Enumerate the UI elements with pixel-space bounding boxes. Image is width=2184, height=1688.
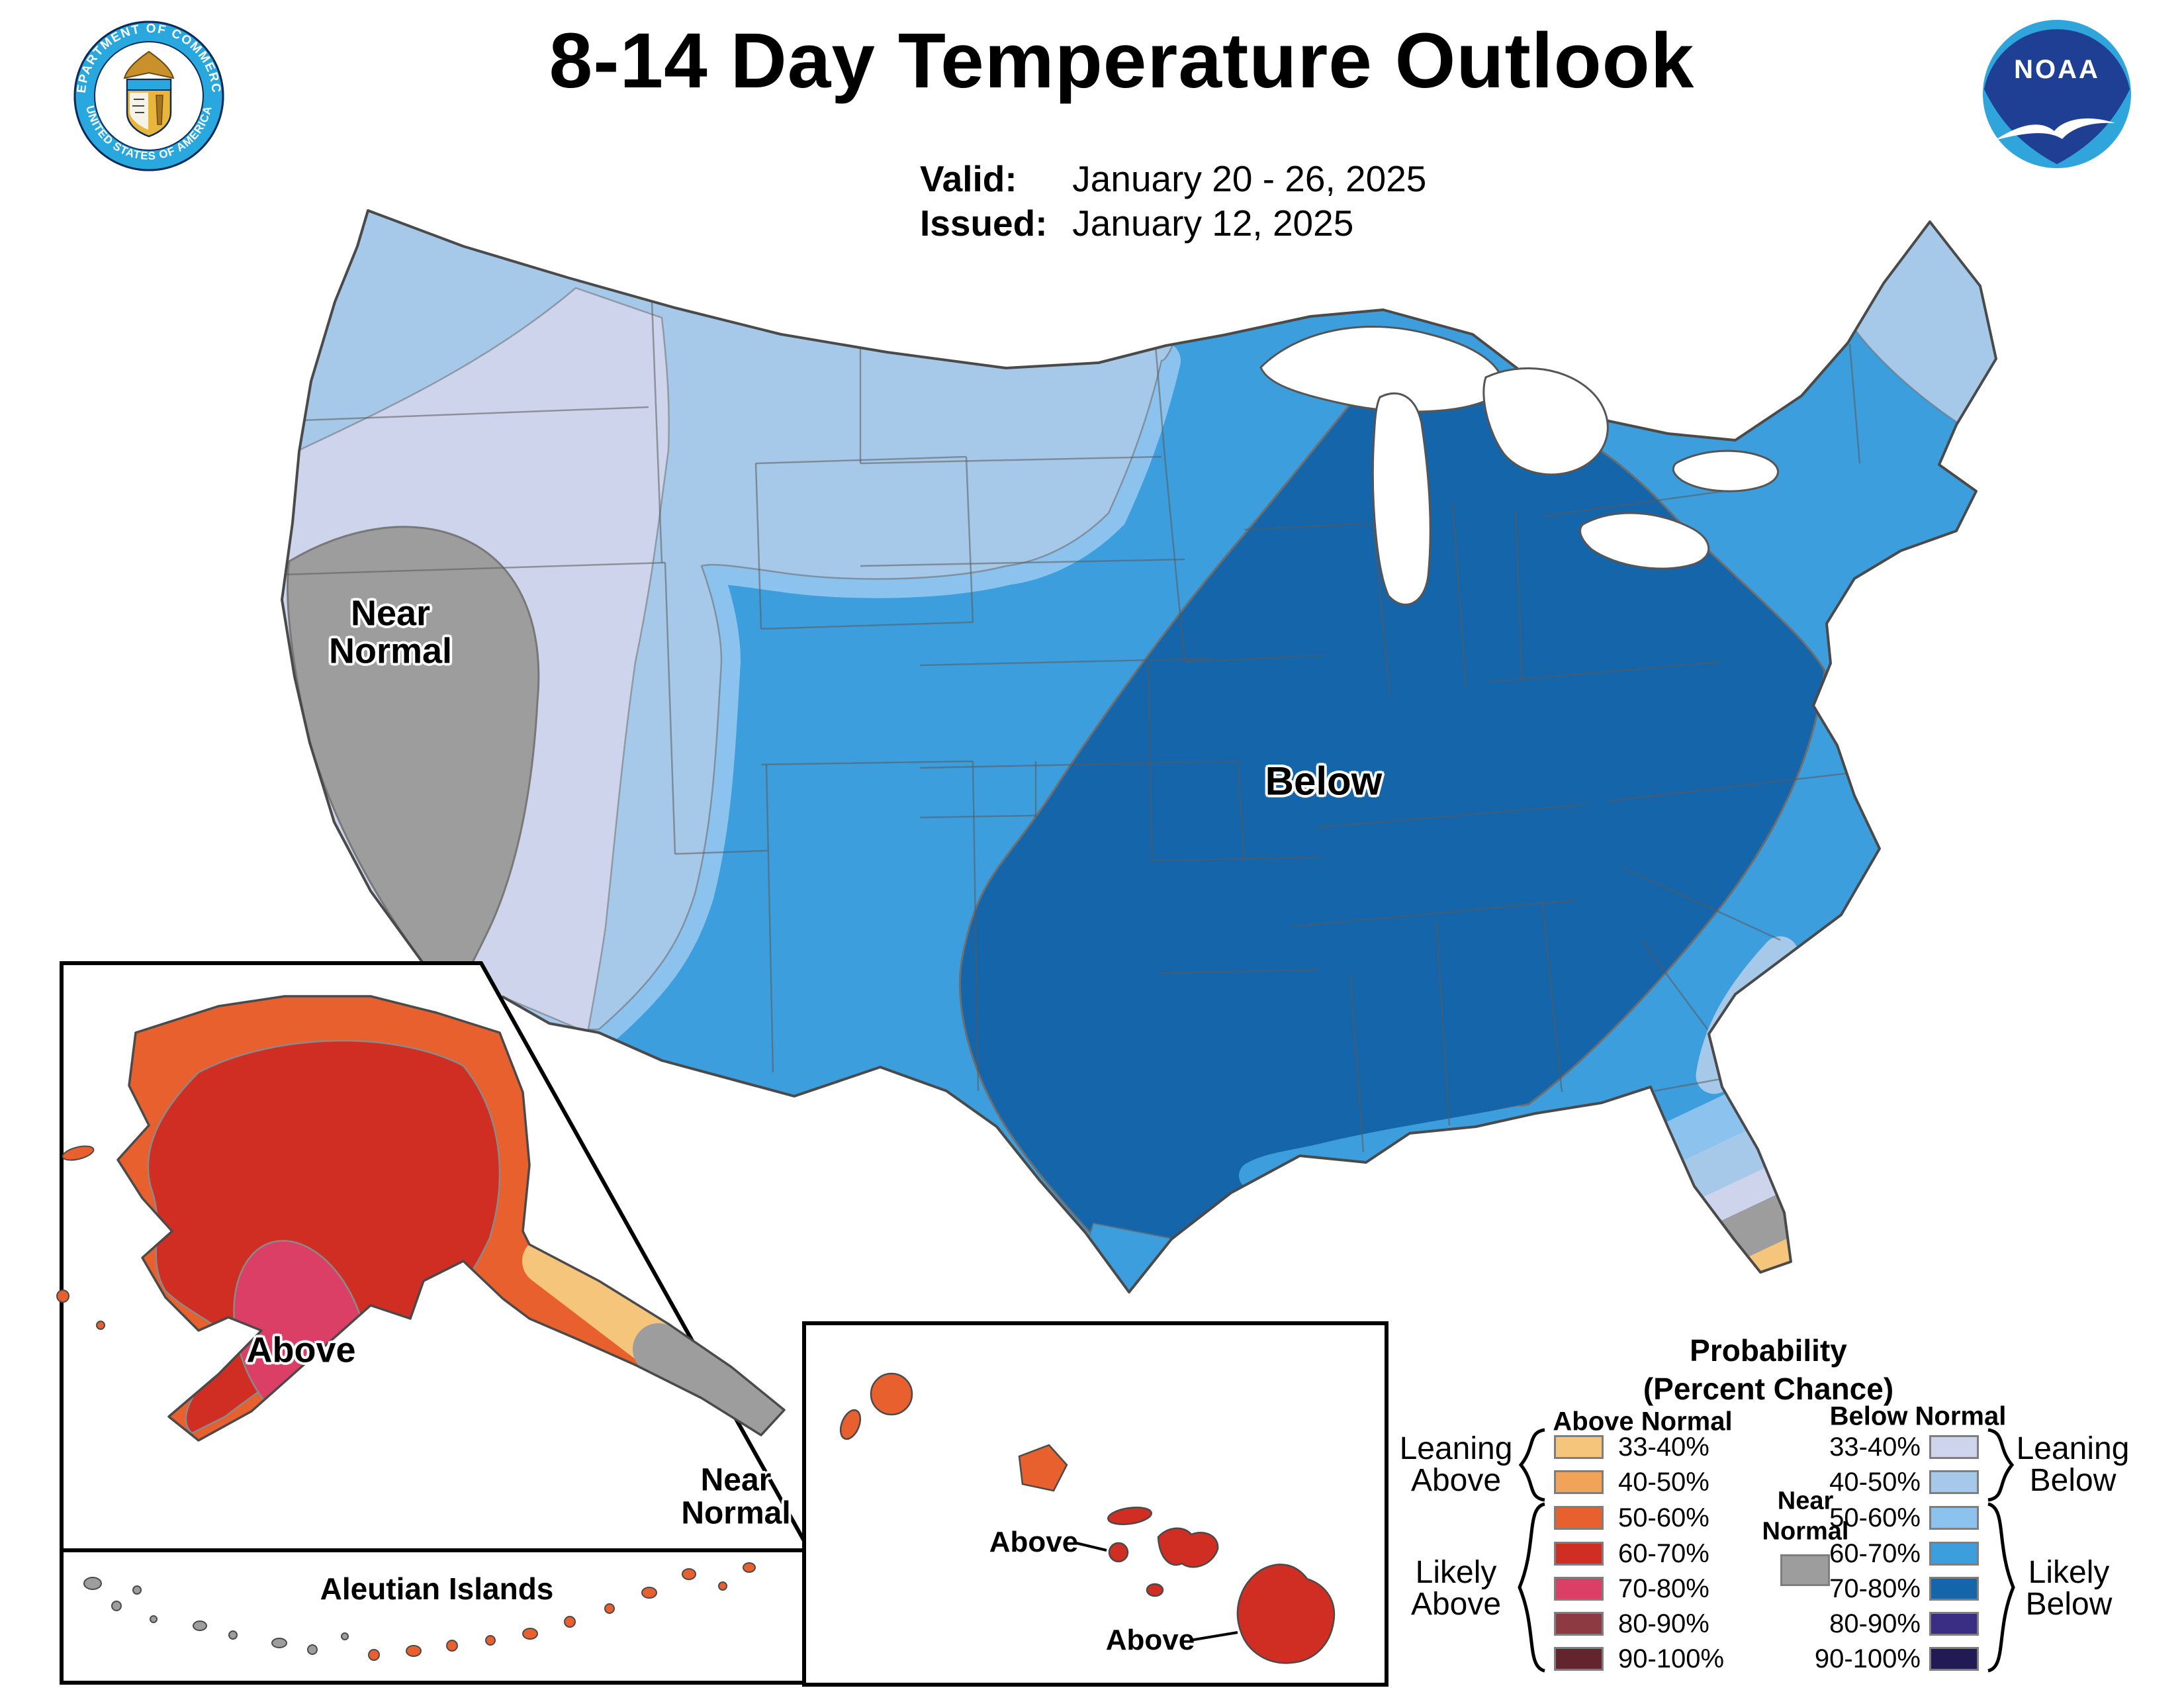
legend-near-line2: Normal [1762, 1517, 1849, 1546]
great-lakes [1259, 325, 1779, 606]
hi-niihau [839, 1409, 862, 1440]
legend-swatch-below-40-50 [1929, 1470, 1979, 1494]
legend-swatch-above-90-100 [1554, 1647, 1604, 1671]
legend-near-line1: Near [1777, 1487, 1834, 1515]
legend-range-above-6: 90-100% [1618, 1644, 1725, 1673]
legend-range-above-4: 70-80% [1618, 1574, 1709, 1603]
legend-range-above-5: 80-90% [1618, 1609, 1709, 1638]
hawaii-above-label-2: Above [1105, 1624, 1195, 1656]
brace-leaning-below [1987, 1428, 2015, 1502]
legend-range-below-4: 70-80% [1829, 1574, 1921, 1603]
alaska-outline [116, 995, 786, 1442]
alaska-above-label: Above [246, 1330, 356, 1370]
valid-label: Valid: [920, 158, 1017, 199]
aleutian-inset-box [60, 1548, 811, 1685]
ak-island-1 [56, 1289, 69, 1303]
hi-kahoolawe [1146, 1583, 1164, 1597]
legend-swatch-above-50-60 [1554, 1506, 1604, 1530]
legend-swatch-near-normal [1780, 1554, 1830, 1586]
legend-braces [1518, 1428, 2015, 1673]
legend-subtitle: (Percent Chance) [1643, 1372, 1894, 1406]
legend-range-below-6: 90-100% [1814, 1644, 1921, 1673]
hi-molokai [1107, 1507, 1152, 1525]
noaa-seagull-icon [1995, 118, 2115, 140]
legend-swatch-below-70-80 [1929, 1577, 1979, 1601]
alaska-near-normal-label: Near Normal [681, 1462, 791, 1531]
brace-leaning-above [1518, 1428, 1545, 1502]
brace-likely-above [1518, 1502, 1545, 1673]
aleutian-orange-2 [406, 1645, 422, 1657]
brace-likely-below [1987, 1502, 2015, 1673]
legend-range-above-1: 40-50% [1618, 1468, 1709, 1497]
page-title: 8-14 Day Temperature Outlook [549, 17, 1695, 105]
hi-maui [1157, 1527, 1219, 1568]
doc-eagle-icon [123, 50, 175, 79]
legend-swatch-below-90-100 [1929, 1647, 1979, 1671]
legend-range-above-2: 50-60% [1618, 1503, 1709, 1532]
hawaii-above-label-1: Above [989, 1526, 1079, 1558]
lake-huron [1482, 367, 1609, 476]
lake-erie [1579, 512, 1710, 570]
legend-range-below-3: 60-70% [1829, 1539, 1921, 1568]
ak-near-normal-region [633, 1323, 784, 1440]
aleutian-orange-1 [368, 1649, 380, 1661]
legend-group-likely-above: Likely Above [1410, 1555, 1502, 1622]
legend-swatch-above-40-50 [1554, 1470, 1604, 1494]
legend-swatch-above-70-80 [1554, 1577, 1604, 1601]
hi-leader-1 [1073, 1541, 1107, 1552]
legend-above-header: Above Normal [1553, 1407, 1733, 1436]
hi-kauai [870, 1372, 913, 1416]
hi-leader-2 [1189, 1631, 1238, 1642]
noaa-logo: NOAA [1983, 20, 2131, 168]
legend-range-below-1: 40-50% [1829, 1468, 1921, 1497]
legend-range-below-0: 33-40% [1829, 1432, 1921, 1462]
legend-title: Probability [1690, 1333, 1847, 1368]
lake-michigan [1371, 392, 1432, 606]
issued-label: Issued: [920, 203, 1048, 244]
hi-lanai [1108, 1542, 1129, 1563]
legend-swatch-above-60-70 [1554, 1542, 1604, 1566]
aleutian-islands [83, 1562, 756, 1661]
legend-range-above-3: 60-70% [1618, 1539, 1709, 1568]
legend-swatch-below-50-60 [1929, 1506, 1979, 1530]
doc-seal: DEPARTMENT OF COMMERCE UNITED STATES OF … [0, 0, 224, 171]
issued-line: Issued: January 12, 2025 [920, 202, 1353, 244]
legend-swatch-below-33-40 [1929, 1435, 1979, 1459]
legend-swatch-above-33-40 [1554, 1435, 1604, 1459]
legend-below-header: Below Normal [1829, 1401, 2007, 1431]
legend-swatch-above-80-90 [1554, 1612, 1604, 1636]
valid-value: January 20 - 26, 2025 [1072, 158, 1427, 199]
hi-oahu [1018, 1444, 1068, 1492]
state-borders [284, 301, 1867, 1152]
noaa-logo-text: NOAA [2014, 55, 2100, 84]
legend-swatch-below-80-90 [1929, 1612, 1979, 1636]
conus-below-label: Below [1265, 759, 1383, 804]
valid-line: Valid: January 20 - 26, 2025 [920, 158, 1426, 200]
legend-range-below-2: 50-60% [1829, 1503, 1921, 1532]
hi-big-island [1236, 1564, 1336, 1664]
hawaii-islands [839, 1372, 1336, 1664]
ak-island-st-lawrence [62, 1145, 95, 1161]
legend-group-likely-below: Likely Below [2025, 1555, 2113, 1622]
legend-group-leaning-above: Leaning Above [1399, 1431, 1513, 1498]
legend-group-leaning-below: Leaning Below [2016, 1431, 2130, 1498]
legend-swatch-below-60-70 [1929, 1542, 1979, 1566]
lake-ontario [1672, 449, 1779, 492]
legend-range-above-0: 33-40% [1618, 1432, 1709, 1462]
legend-range-below-5: 80-90% [1829, 1609, 1921, 1638]
ak-island-2 [96, 1321, 105, 1330]
issued-value: January 12, 2025 [1072, 203, 1354, 244]
conus-near-normal-label: Near Normal [328, 593, 453, 671]
aleutian-title: Aleutian Islands [320, 1571, 554, 1606]
